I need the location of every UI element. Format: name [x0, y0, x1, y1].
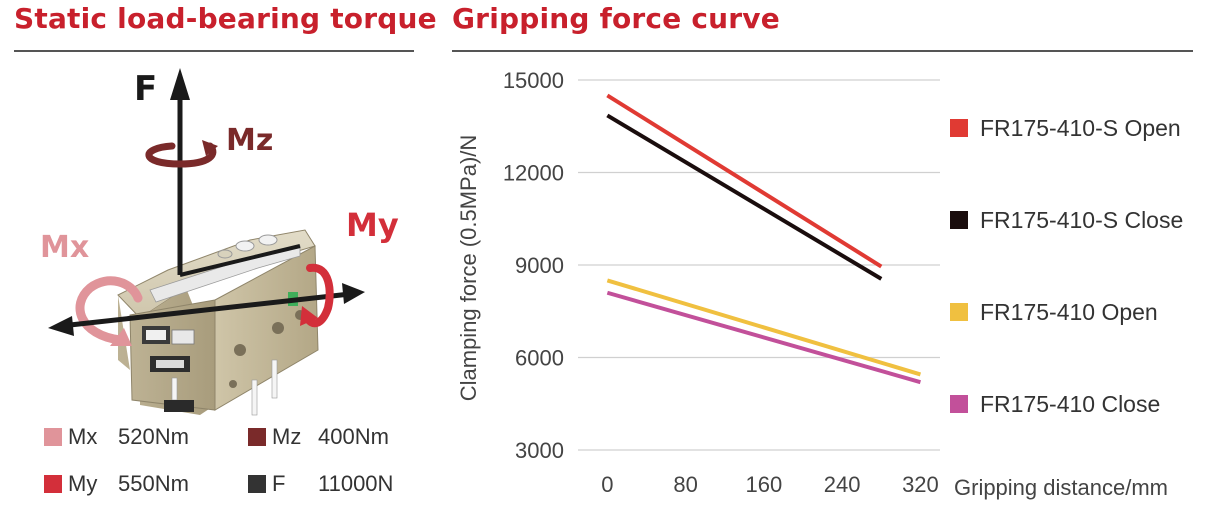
legend-swatch	[950, 211, 968, 229]
mz-label: Mz	[226, 123, 273, 158]
spec-mx: Mx 520Nm	[44, 424, 189, 450]
spec-f: F 11000N	[248, 471, 393, 497]
gripping-force-chart: 3000 6000 9000 12000 15000 0 80 160 240 320 FR175…	[456, 68, 1183, 500]
gripper-torque-illustration: F Mz My Mx	[40, 68, 399, 416]
legend-label: FR175-410-S Open	[980, 115, 1181, 141]
gripper-body	[117, 229, 319, 416]
chart-legend: FR175-410-S Open FR175-410-S Close FR175-4…	[950, 115, 1183, 417]
spec-mx-value: 520Nm	[118, 424, 189, 449]
y-tick-label: 12000	[503, 161, 564, 186]
torque-section-title: Static load-bearing torque	[14, 2, 437, 35]
x-tick-label: 240	[824, 472, 861, 497]
x-axis-arrow	[48, 283, 365, 336]
legend-swatch	[950, 303, 968, 321]
torque-title-divider	[14, 50, 414, 52]
spec-f-swatch	[248, 475, 266, 493]
spec-f-value: 11000N	[318, 471, 394, 496]
mz-moment-arrow	[145, 140, 218, 168]
spec-f-name: F	[272, 471, 286, 496]
legend-label: FR175-410 Open	[980, 299, 1158, 325]
spec-my: My 550Nm	[44, 471, 189, 497]
spec-mx-swatch	[44, 428, 62, 446]
y-tick-label: 9000	[515, 253, 564, 278]
spec-mz-value: 400Nm	[318, 424, 389, 449]
spec-my-value: 550Nm	[118, 471, 189, 496]
legend-label: FR175-410-S Close	[980, 207, 1183, 233]
series-line	[606, 113, 883, 281]
spec-my-name: My	[68, 471, 98, 496]
f-axis-label: F	[134, 69, 157, 109]
chart-title-divider	[452, 50, 1193, 52]
chart-series	[606, 93, 922, 385]
spec-mz: Mz 400Nm	[248, 424, 389, 450]
series-line	[606, 93, 883, 269]
my-label: My	[346, 206, 399, 244]
mx-moment-arrow	[75, 276, 143, 346]
chart-ticks: 3000 6000 9000 12000 15000 0 80 160 240 320	[503, 68, 939, 497]
x-tick-label: 320	[902, 472, 939, 497]
chart-section-title: Gripping force curve	[452, 2, 780, 35]
legend-swatch	[950, 119, 968, 137]
x-tick-label: 80	[673, 472, 697, 497]
x-tick-label: 160	[746, 472, 783, 497]
spec-mz-swatch	[248, 428, 266, 446]
chart-gridlines	[578, 79, 940, 451]
legend-label: FR175-410 Close	[980, 391, 1160, 417]
x-tick-label: 0	[601, 472, 613, 497]
legend-swatch	[950, 395, 968, 413]
x-axis-label: Gripping distance/mm	[954, 475, 1168, 500]
y-tick-label: 3000	[515, 438, 564, 463]
spec-mx-name: Mx	[68, 424, 98, 449]
mx-label: Mx	[40, 230, 89, 265]
spec-my-swatch	[44, 475, 62, 493]
y-tick-label: 15000	[503, 68, 564, 93]
vertical-axis-arrow	[170, 68, 301, 277]
spec-mz-name: Mz	[272, 424, 302, 449]
y-axis-label: Clamping force (0.5MPa)/N	[456, 135, 481, 402]
series-line	[606, 278, 922, 377]
my-moment-arrow	[300, 263, 334, 328]
series-line	[606, 290, 921, 385]
y-tick-label: 6000	[515, 346, 564, 371]
